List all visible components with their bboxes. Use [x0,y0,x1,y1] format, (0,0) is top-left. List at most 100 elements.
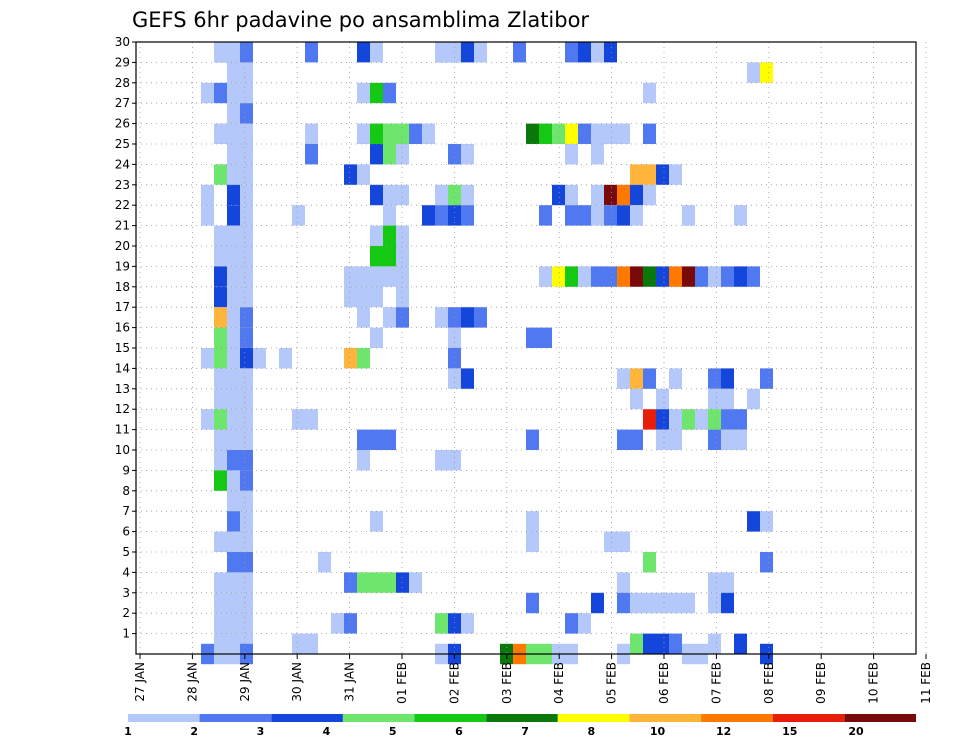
heatmap-cell [474,307,487,328]
y-tick-label: 6 [122,525,130,539]
heatmap-cell [578,205,591,226]
heatmap-cell [201,184,214,206]
heatmap-cell [227,552,240,573]
heatmap-cell [240,246,253,267]
heatmap-cell [305,42,318,63]
heatmap-cell [305,123,318,144]
heatmap-cell [240,62,253,83]
heatmap-cell [565,144,578,165]
heatmap-cell [630,429,643,450]
grid-lines [136,41,927,654]
heatmap-cell [227,164,240,185]
heatmap-cell [721,592,734,614]
heatmap-cell [214,429,227,450]
legend-label: 4 [323,725,331,738]
heatmap-cell [682,266,695,287]
legend-label: 8 [587,725,595,738]
heatmap-cell [643,368,656,389]
heatmap-cell [448,348,461,369]
heatmap-cell [708,633,721,654]
heatmap-cell [552,184,565,206]
heatmap-cell [708,592,721,614]
heatmap-cell [227,144,240,165]
heatmap-cell [383,123,396,144]
heatmap-cell [461,307,474,328]
heatmap-cell [227,572,240,593]
heatmap-cell [734,205,747,226]
heatmap-cell [526,592,539,614]
heatmap-cell [240,368,253,389]
heatmap-cell [383,266,396,287]
heatmap-cell [734,409,747,430]
heatmap-cell [721,388,734,410]
heatmap-cell [396,286,409,308]
heatmap-cell [734,429,747,450]
heatmap-cell [214,450,227,471]
heatmap-cell [357,429,370,450]
x-axis-ticks: 27 JAN 28 JAN 29 JAN 30 JAN 31 JAN 01 FEB 02 F… [133,654,933,704]
heatmap-cell [578,123,591,144]
heatmap-cell [240,511,253,532]
heatmap-cell [240,82,253,104]
heatmap-cell [552,123,565,144]
chart-title: GEFS 6hr padavine po ansamblima Zlatibor [132,8,589,32]
heatmap-cell [370,82,383,104]
heatmap-cell [552,266,565,287]
heatmap-cell [591,184,604,206]
legend-swatch [772,714,845,722]
heatmap-cell [292,409,305,430]
heatmap-cell [656,164,669,185]
heatmap-cell [370,511,383,532]
heatmap-cell [669,429,682,450]
heatmap-cell [240,184,253,206]
color-legend: 1 2 3 4 5 6 7 8 10 12 15 20 [124,714,916,738]
y-tick-label: 12 [115,402,130,416]
heatmap-cell [708,409,721,430]
heatmap-cell [656,409,669,430]
heatmap-cell [370,123,383,144]
heatmap-cell [344,286,357,308]
heatmap-cell [721,572,734,593]
heatmap-cell [214,42,227,63]
heatmap-cell [240,409,253,430]
heatmap-cell [747,266,760,287]
heatmap-cell [591,123,604,144]
heatmap-cell [201,409,214,430]
x-tick-label: 03 FEB [500,662,514,704]
heatmap-cell [448,368,461,389]
heatmap-cell [630,184,643,206]
heatmap-cell [695,409,708,430]
heatmap-cell [565,123,578,144]
heatmap-cell [227,103,240,124]
heatmap-cell [643,633,656,654]
y-tick-label: 16 [115,321,130,335]
y-tick-label: 13 [115,382,130,396]
heatmap-cell [227,429,240,450]
heatmap-cell [604,531,617,552]
y-tick-label: 4 [122,565,130,579]
y-tick-label: 15 [115,341,130,355]
heatmap-cell [682,205,695,226]
legend-swatch [844,714,916,722]
x-tick-label: 10 FEB [867,662,881,704]
x-tick-label: 29 JAN [238,662,252,702]
legend-label: 7 [521,725,529,738]
legend-swatch [557,714,630,722]
y-tick-label: 21 [115,219,130,233]
heatmap-cell [240,470,253,491]
legend-label: 1 [124,725,132,738]
heatmap-cell [227,184,240,206]
heatmap-cell [227,368,240,389]
heatmap-cell [474,42,487,63]
heatmap-cell [396,572,409,593]
heatmap-cell [214,307,227,328]
heatmap-cell [240,144,253,165]
heatmap-cell [617,572,630,593]
heatmap-cell [214,409,227,430]
heatmap-cell [695,266,708,287]
heatmap-cell [604,42,617,63]
heatmap-cells [201,42,773,665]
heatmap-cell [240,552,253,573]
x-tick-label: 27 JAN [133,662,147,702]
heatmap-cell [240,42,253,63]
